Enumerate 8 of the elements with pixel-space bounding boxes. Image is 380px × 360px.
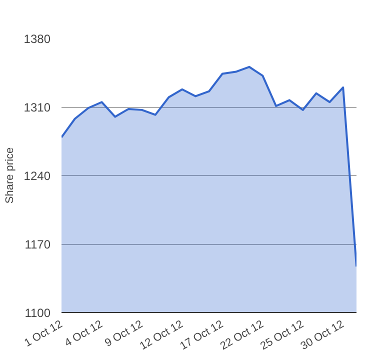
y-tick-label: 1100 xyxy=(24,306,51,320)
x-tick-label: 1 Oct 12 xyxy=(22,318,64,350)
y-axis-title: Share price xyxy=(4,147,16,204)
y-tick-label: 1310 xyxy=(24,100,51,114)
x-tick-label: 4 Oct 12 xyxy=(62,318,105,350)
y-tick-label: 1240 xyxy=(24,169,51,183)
y-tick-label: 1170 xyxy=(24,238,51,252)
y-tick-label: 1380 xyxy=(24,32,51,46)
